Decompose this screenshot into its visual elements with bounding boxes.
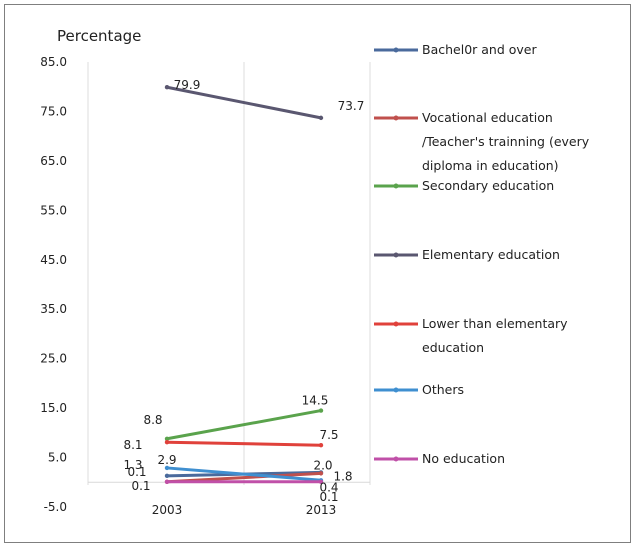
data-label: 0.4 [319, 480, 338, 494]
data-label: 73.7 [338, 99, 365, 113]
data-point [318, 471, 324, 476]
data-point [164, 440, 170, 445]
legend-entry-line: education [422, 340, 484, 355]
chart-frame [4, 4, 631, 543]
y-tick-label: 75.0 [40, 104, 67, 118]
legend-entry: Vocational education/Teacher's trainning… [422, 110, 590, 173]
legend-marker [393, 321, 399, 327]
x-tick-label: 2013 [306, 503, 337, 517]
legend-entry-line: Vocational education [422, 110, 553, 125]
legend-entry: Bachel0r and over [422, 42, 537, 57]
series-line [165, 440, 323, 447]
legend-marker [393, 387, 399, 393]
legend-entry: Elementary education [422, 247, 560, 262]
legend-entry-line: Secondary education [422, 178, 554, 193]
data-point [164, 436, 170, 441]
data-point [164, 479, 170, 484]
y-tick-label: -5.0 [44, 500, 67, 514]
data-label: 1.3 [123, 458, 142, 472]
y-axis-title: Percentage [57, 27, 141, 45]
data-label: 2.9 [157, 453, 176, 467]
series-line [165, 409, 323, 441]
y-tick-label: 85.0 [40, 55, 67, 69]
data-label: 2.0 [313, 458, 332, 472]
y-tick-label: 45.0 [40, 253, 67, 267]
data-label: 0.1 [127, 465, 146, 479]
data-point [318, 479, 324, 484]
legend-marker [393, 252, 399, 258]
legend-entry-line: Bachel0r and over [422, 42, 537, 57]
legend-marker [393, 456, 399, 462]
x-tick-label: 2003 [152, 503, 183, 517]
series-line [165, 466, 323, 482]
legend-entry: Lower than elementary education [422, 316, 568, 355]
data-point [318, 442, 324, 448]
y-tick-label: 55.0 [40, 203, 67, 217]
legend-entry-line: Others [422, 382, 464, 397]
data-label: 7.5 [319, 428, 338, 442]
data-point [318, 408, 324, 413]
legend: Bachel0r and over Vocational education/Te… [374, 42, 590, 466]
series-lines [164, 85, 324, 484]
data-label: 0.1 [319, 490, 338, 504]
data-label: 1.8 [333, 469, 352, 483]
y-tick-label: 35.0 [40, 302, 67, 316]
legend-entry-line: /Teacher's trainning (every [422, 134, 590, 149]
legend-entry-line: diploma in education) [422, 158, 559, 173]
data-label: 79.9 [174, 78, 201, 92]
data-label: 8.8 [143, 413, 162, 427]
legend-entry: No education [422, 451, 505, 466]
data-label: 0.1 [131, 479, 150, 493]
y-tick-label: 65.0 [40, 154, 67, 168]
legend-entry-line: Elementary education [422, 247, 560, 262]
data-label: 8.1 [123, 438, 142, 452]
series-line [165, 85, 323, 120]
y-tick-label: 5.0 [48, 451, 67, 465]
data-point [164, 85, 170, 90]
legend-entry-line: No education [422, 451, 505, 466]
data-point [318, 115, 324, 121]
data-labels: 1.3 2.00.1 1.88.814.579.973.78.17.52.90.40… [123, 78, 364, 504]
legend-entry: Others [422, 382, 464, 397]
y-tick-label: 15.0 [40, 401, 67, 415]
data-point [164, 473, 170, 479]
legend-marker [393, 183, 399, 189]
data-label: 14.5 [302, 394, 329, 408]
y-tick-labels: 85.0 75.0 65.0 55.0 45.0 35.0 25.0 15.0 5.0 -5.0 [40, 55, 67, 514]
legend-marker [393, 47, 399, 53]
legend-entry-line: Lower than elementary [422, 316, 568, 331]
legend-entry: Secondary education [422, 178, 554, 193]
x-tick-labels: 2003 2013 [152, 503, 337, 517]
data-point [164, 465, 170, 471]
y-tick-label: 25.0 [40, 352, 67, 366]
gridlines [87, 62, 371, 485]
legend-marker [393, 115, 399, 121]
